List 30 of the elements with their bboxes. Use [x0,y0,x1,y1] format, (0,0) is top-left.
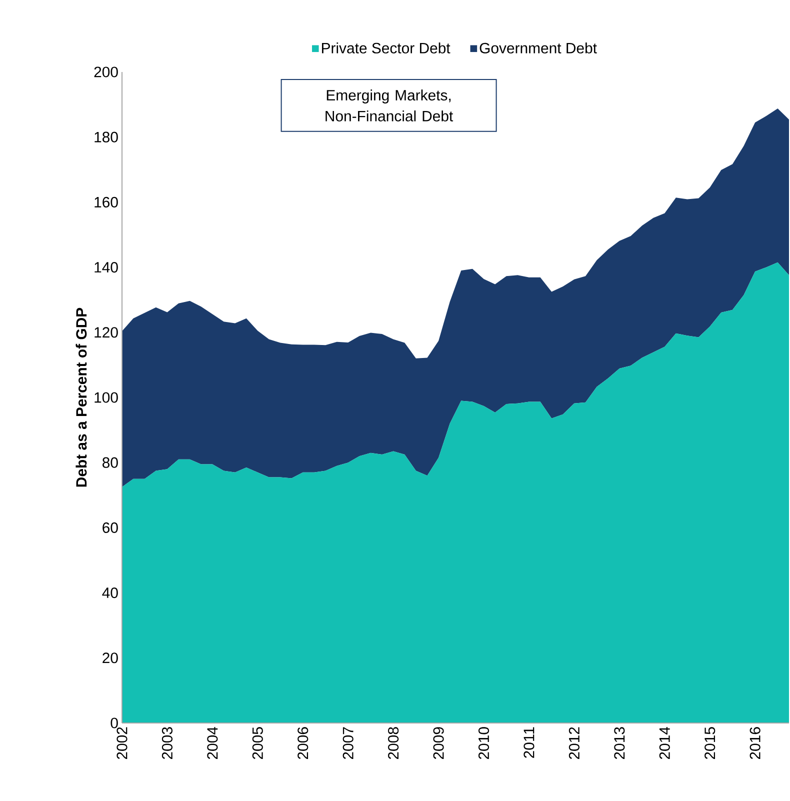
y-axis-title: Debt as a Percent of GDP [76,308,87,487]
y-tick-label: 140 [94,262,118,273]
y-tick-label: 120 [94,327,118,338]
x-tick-label: 2011 [524,727,534,758]
x-tick-label: 2010 [478,727,490,760]
x-tick-label: 2009 [433,727,444,760]
x-tick-label: 2015 [704,727,716,760]
x-tick-label: 2006 [298,727,308,760]
y-tick-label: 100 [94,392,118,403]
legend-label: Private Sector Debt [322,42,450,54]
y-tick-label: 180 [94,132,118,142]
x-tick-label: 2008 [388,727,399,760]
x-tick-label: 2002 [116,727,128,760]
legend-label: Government Debt [480,42,597,54]
y-tick-label: 80 [102,457,118,468]
x-tick-label: 2005 [252,727,263,760]
x-tick-label: 2014 [659,726,670,760]
x-tick-label: 2012 [568,727,580,760]
x-tick-label: 2016 [750,727,760,760]
y-tick-label: 40 [102,588,118,598]
y-tick-label: 0 [110,718,118,728]
y-tick-label: 60 [102,522,118,533]
x-tick-label: 2007 [342,727,354,760]
y-tick-label: 160 [94,196,118,208]
x-tick-label: 2004 [207,726,218,760]
y-tick-label: 20 [102,652,118,664]
text: Emerging Markets, Non-Financial Debt [326,90,454,122]
x-tick-label: 2003 [162,727,173,760]
y-tick-label: 200 [94,66,118,78]
x-tick-label: 2013 [614,727,625,760]
